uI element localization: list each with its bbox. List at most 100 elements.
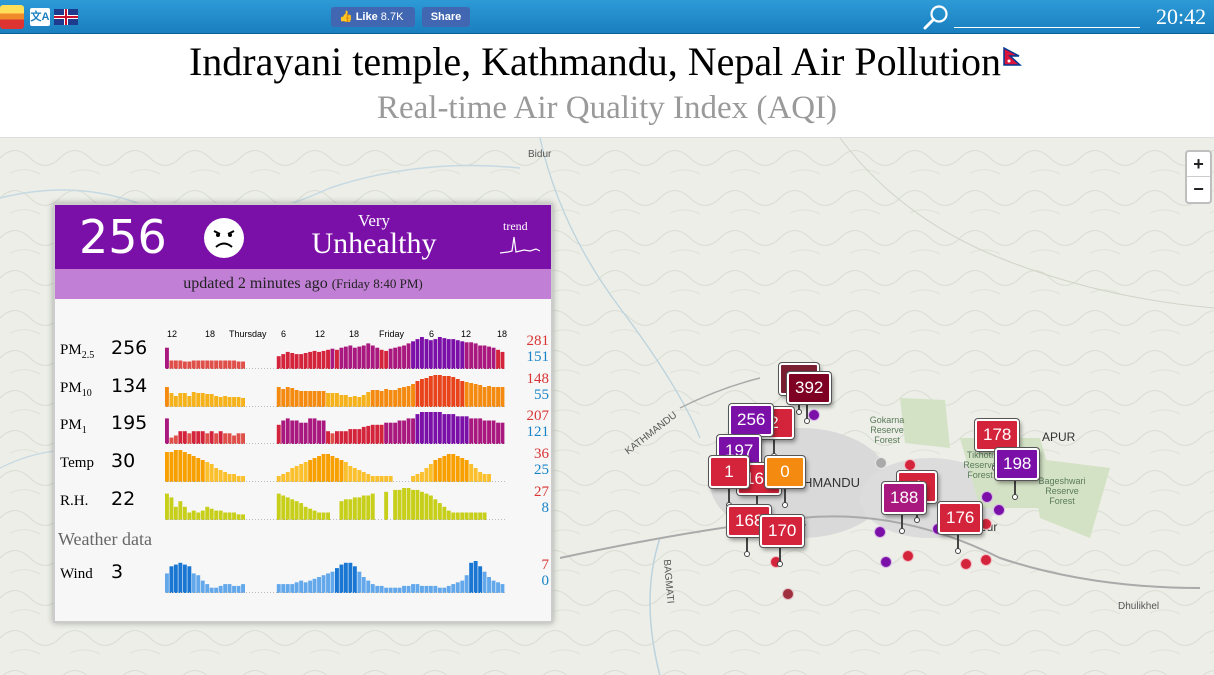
chart-bar — [326, 393, 330, 407]
chart-bar — [482, 420, 487, 444]
pollutant-row[interactable]: Temp 30 36 25 — [55, 446, 551, 482]
chart-bar — [187, 512, 192, 520]
trend-sparkline-icon[interactable] — [500, 235, 540, 257]
chart-bar — [469, 383, 474, 407]
chart-bar — [428, 412, 433, 444]
pollutant-row[interactable]: R.H. 22 27 8 — [55, 484, 551, 520]
chart-bar — [294, 582, 299, 593]
facebook-like-button[interactable]: 👍 Like 8.7K — [331, 7, 415, 27]
chart-bar — [366, 392, 371, 407]
chart-bar — [308, 580, 313, 593]
top-bar: 文A 👍 Like 8.7K Share 20:42 — [0, 0, 1214, 34]
chart-bar — [352, 396, 357, 407]
chart-bar — [330, 393, 335, 407]
chart-bar — [223, 396, 228, 407]
trend-label[interactable]: trend — [503, 219, 528, 233]
chart-bar — [218, 397, 223, 407]
chart-bar — [196, 458, 201, 482]
row-current-value: 3 — [111, 561, 124, 583]
facebook-share-button[interactable]: Share — [422, 7, 470, 27]
station-dot[interactable] — [981, 491, 993, 503]
station-dot[interactable] — [980, 554, 992, 566]
chart-bar — [281, 584, 286, 593]
search-icon[interactable] — [922, 4, 950, 30]
station-dot[interactable] — [880, 556, 892, 568]
station-dot[interactable] — [808, 409, 820, 421]
chart-bar — [335, 431, 339, 444]
station-dot[interactable] — [875, 457, 887, 469]
chart-bar — [241, 476, 245, 482]
station-dot[interactable] — [993, 504, 1005, 516]
chart-bar — [469, 464, 474, 482]
chart-bar — [437, 412, 442, 444]
station-dot[interactable] — [960, 558, 972, 570]
chart-bar — [406, 585, 411, 593]
chart-bar — [232, 360, 236, 369]
chart-bar — [415, 489, 420, 520]
station-dot[interactable] — [904, 459, 916, 471]
chart-bar — [384, 587, 389, 593]
pollutant-row[interactable]: Wind 3 7 0 — [55, 557, 551, 593]
row-name: PM2.5 — [60, 342, 95, 361]
chart-bar — [478, 345, 483, 369]
chart-bar — [437, 587, 442, 593]
chart-bar — [205, 360, 210, 369]
chart-bar — [496, 422, 500, 444]
chart-bar — [402, 345, 406, 369]
map-label: Dhulikhel — [1118, 601, 1160, 612]
chart-bar — [218, 360, 223, 369]
chart-bar — [446, 414, 451, 444]
chart-bar — [218, 510, 223, 520]
search-input[interactable] — [954, 8, 1140, 28]
chart-bar — [397, 420, 402, 444]
chart-bar — [182, 431, 187, 444]
chart-bar — [460, 512, 465, 520]
chart-bar — [335, 349, 339, 369]
chart-bar — [428, 376, 433, 407]
row-max-value: 148 — [526, 371, 550, 387]
pollutant-row[interactable]: PM1 195 207 121 — [55, 408, 551, 444]
chart-bar — [187, 433, 192, 444]
time-tick: 6 — [281, 329, 287, 339]
chart-bar — [473, 384, 478, 407]
chart-bar — [446, 585, 451, 593]
chart-bar — [218, 585, 223, 593]
chart-bar — [285, 497, 290, 520]
chart-bar — [473, 561, 478, 593]
chart-bar — [455, 512, 460, 520]
station-dot[interactable] — [874, 526, 886, 538]
translate-icon[interactable]: 文A — [30, 8, 50, 26]
chart-bar — [312, 578, 317, 593]
chart-bar — [379, 585, 384, 593]
chart-bar — [366, 580, 371, 593]
chart-bar — [491, 387, 496, 407]
time-tick: 18 — [205, 329, 216, 339]
chart-bar — [478, 512, 483, 520]
chart-bar — [442, 506, 447, 520]
pollutant-row[interactable]: PM10 134 148 55 — [55, 371, 551, 407]
zoom-in-button[interactable]: + — [1187, 152, 1210, 177]
chart-bar — [285, 418, 290, 444]
chart-bar — [375, 476, 380, 482]
aqicn-logo-icon[interactable] — [0, 5, 24, 29]
chart-bar — [241, 514, 245, 520]
zoom-out-button[interactable]: − — [1193, 179, 1204, 199]
chart-bar — [357, 346, 362, 369]
chart-bar — [276, 356, 281, 369]
chart-bar — [335, 458, 339, 482]
uk-flag-icon[interactable] — [54, 9, 78, 25]
chart-bar — [182, 506, 187, 520]
pollutant-row[interactable]: PM2.5 256 281 151 — [55, 333, 551, 369]
chart-bar — [487, 577, 491, 593]
chart-bar — [232, 585, 236, 593]
chart-bar — [420, 491, 424, 520]
chart-bar — [402, 488, 406, 520]
row-min-value: 8 — [541, 500, 550, 516]
chart-bar — [464, 416, 469, 444]
chart-bar — [384, 389, 389, 407]
station-dot[interactable] — [902, 550, 914, 562]
chart-bar — [321, 350, 326, 369]
chart-bar — [303, 506, 308, 520]
station-dot[interactable] — [782, 588, 794, 600]
map-label: Gokarna Reserve Forest — [869, 415, 905, 445]
